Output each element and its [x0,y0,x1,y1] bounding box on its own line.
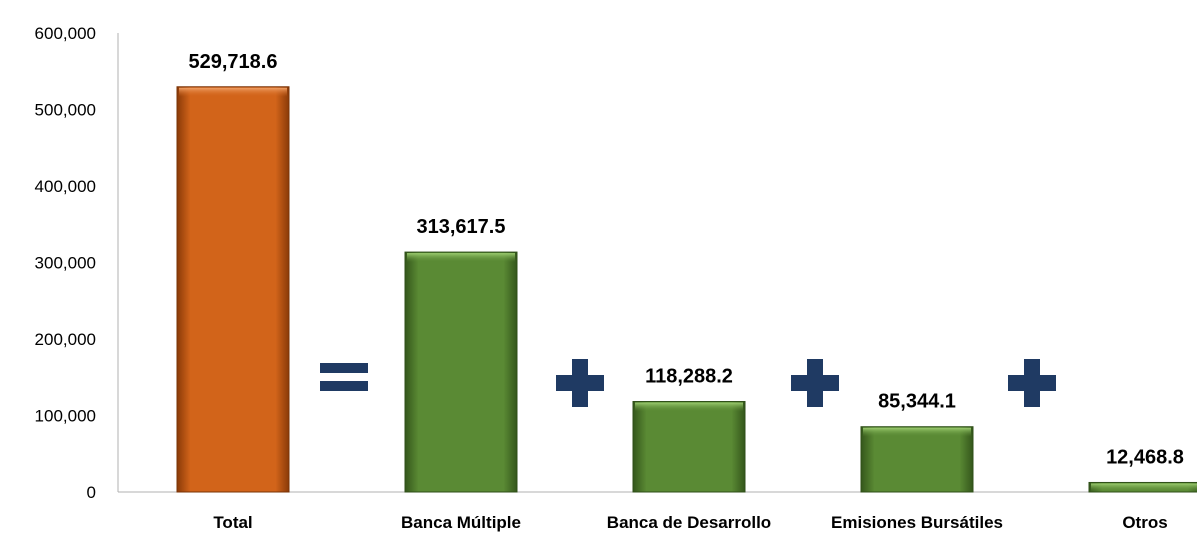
bar-rect [176,86,290,493]
y-tick-label: 0 [87,483,96,502]
y-tick-label: 400,000 [35,177,96,196]
y-tick-label: 200,000 [35,330,96,349]
plus-sign-icon [556,359,604,407]
y-tick-label: 100,000 [35,407,96,426]
bar-highlight [407,253,515,263]
bar-rect [404,251,518,493]
equals-sign-icon [320,363,368,391]
bar-3 [632,401,746,493]
plus-sign-icon [791,359,839,407]
bar-rect [632,401,746,493]
y-tick-label: 500,000 [35,101,96,120]
bar-4 [860,426,974,493]
operators [320,359,1056,407]
bar-highlight [635,402,743,412]
bar-5 [1088,481,1197,493]
category-label: Banca de Desarrollo [607,513,771,532]
y-tick-label: 300,000 [35,254,96,273]
data-label: 529,718.6 [189,51,278,73]
bar-highlight [863,427,971,437]
bars [176,86,1197,493]
bar-highlight [179,87,287,97]
data-label: 85,344.1 [878,391,956,413]
bar-highlight [1091,483,1197,492]
data-label: 118,288.2 [645,366,733,388]
data-labels: 529,718.6 313,617.5 118,288.2 85,344.1 12,46… [189,51,1184,469]
category-label: Total [213,513,252,532]
category-label: Otros [1122,513,1167,532]
y-axis-ticks: 0 100,000 200,000 300,000 400,000 500,000 600,… [35,24,96,502]
category-label: Emisiones Bursátiles [831,513,1003,532]
category-label: Banca Múltiple [401,513,521,532]
data-label: 313,617.5 [417,216,506,238]
bar-1 [176,86,290,493]
data-label: 12,468.8 [1106,446,1184,468]
y-tick-label: 600,000 [35,24,96,43]
plus-sign-icon [1008,359,1056,407]
bar-2 [404,251,518,493]
category-labels: Total Banca Múltiple Banca de Desarrollo Em… [213,513,1167,532]
bar-rect [860,426,974,493]
